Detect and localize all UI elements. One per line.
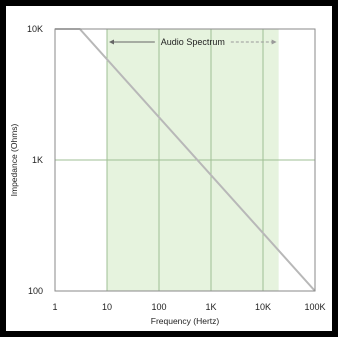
x-tick-label: 1K	[205, 302, 216, 312]
chart-frame: 1 10 100 1K 10K 100K 100 1K 10K Frequency (Hertz)…	[6, 6, 332, 331]
x-axis-label: Frequency (Hertz)	[151, 316, 220, 326]
plot-border	[54, 28, 316, 292]
x-tick-label: 100	[151, 302, 166, 312]
x-tick-label: 100K	[304, 302, 325, 312]
x-tick-label: 10K	[255, 302, 271, 312]
impedance-chart: 1 10 100 1K 10K 100K 100 1K 10K Frequency (Hertz)…	[9, 24, 326, 326]
band-arrowhead-left	[109, 39, 114, 45]
band-label: Audio Spectrum	[161, 37, 225, 47]
band-arrowhead-right	[271, 39, 277, 45]
x-tick-label: 1	[52, 302, 57, 312]
y-tick-label: 100	[28, 286, 43, 296]
y-axis-label: Impedance (Ohms)	[9, 123, 19, 196]
y-tick-label: 10K	[27, 24, 43, 34]
x-tick-label: 10	[102, 302, 112, 312]
y-tick-label: 1K	[32, 155, 43, 165]
